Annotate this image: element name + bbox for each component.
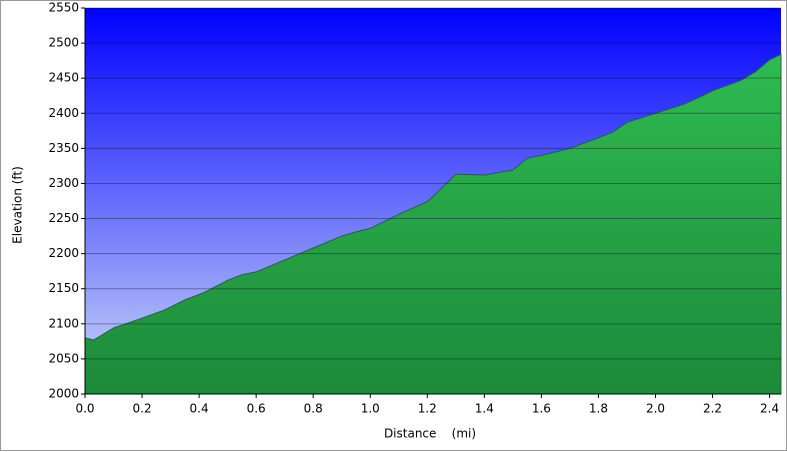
y-axis-label: Elevation (ft) — [11, 166, 25, 244]
x-tick-label: 2.0 — [646, 402, 665, 416]
x-tick-label: 1.2 — [418, 402, 437, 416]
y-tick-label: 2350 — [48, 141, 79, 155]
y-tick-label: 2300 — [48, 176, 79, 190]
y-tick-label: 2250 — [48, 211, 79, 225]
y-tick-label: 2050 — [48, 351, 79, 365]
y-tick-label: 2200 — [48, 246, 79, 260]
y-tick-label: 2100 — [48, 316, 79, 330]
y-tick-label: 2500 — [48, 36, 79, 50]
x-tick-label: 1.4 — [475, 402, 494, 416]
y-tick-label: 2150 — [48, 281, 79, 295]
x-tick-label: 0.0 — [75, 402, 94, 416]
y-tick-label: 2000 — [48, 387, 79, 401]
x-tick-label: 2.4 — [760, 402, 779, 416]
x-tick-label: 2.2 — [703, 402, 722, 416]
x-axis-label: Distance (mi) — [384, 427, 476, 441]
x-tick-label: 1.8 — [589, 402, 608, 416]
x-tick-label: 0.8 — [304, 402, 323, 416]
x-tick-label: 1.0 — [361, 402, 380, 416]
x-tick-label: 0.2 — [133, 402, 152, 416]
y-tick-label: 2450 — [48, 71, 79, 85]
x-tick-label: 1.6 — [532, 402, 551, 416]
y-tick-label: 2550 — [48, 1, 79, 15]
x-tick-label: 0.6 — [247, 402, 266, 416]
elevation-area — [84, 53, 782, 395]
x-tick-label: 0.4 — [190, 402, 209, 416]
y-tick-label: 2400 — [48, 106, 79, 120]
